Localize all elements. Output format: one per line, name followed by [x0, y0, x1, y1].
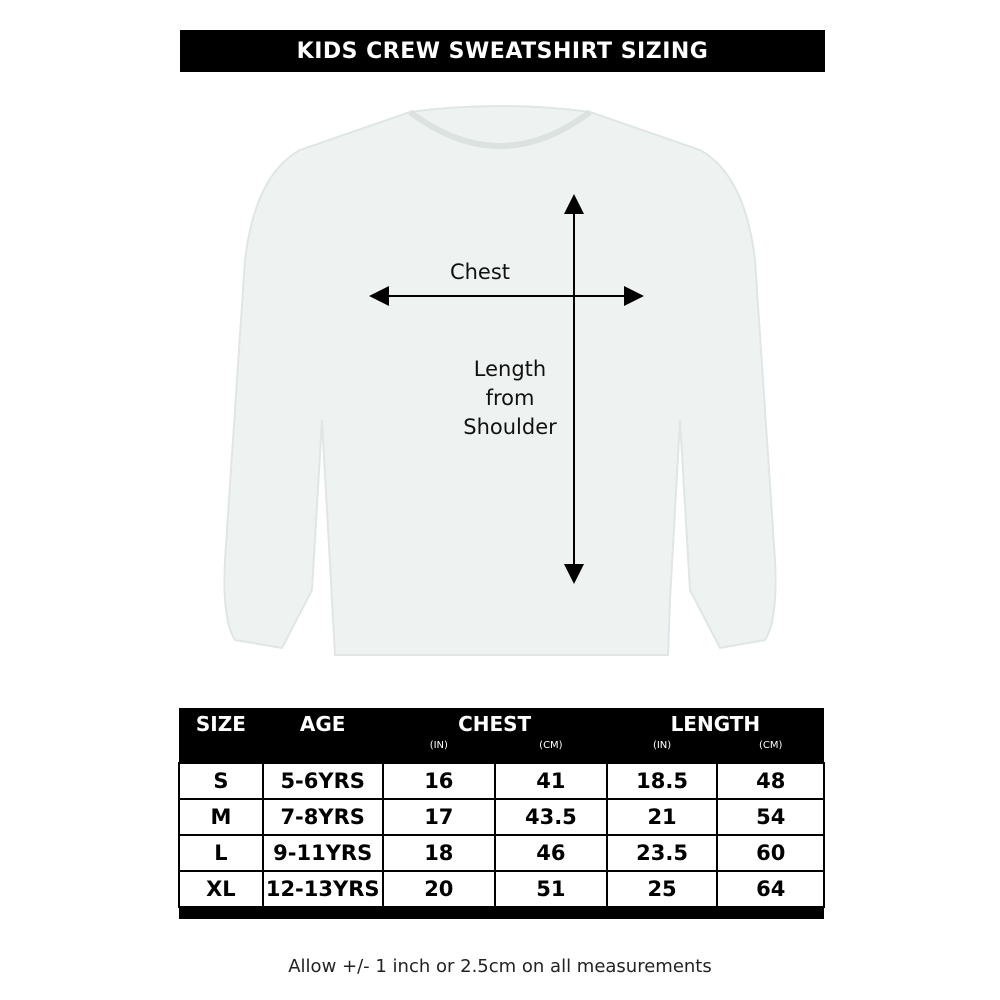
table-cell: 54: [716, 798, 825, 836]
unit-length-in: (IN): [606, 740, 718, 763]
table-cell: M: [178, 798, 264, 836]
table-cell: 17: [381, 798, 497, 836]
length-label-line: Length: [473, 357, 547, 381]
unit-chest-in: (IN): [382, 740, 496, 763]
header-chest: CHEST: [382, 708, 607, 740]
table-cell: 18: [381, 834, 497, 872]
table-cell: 43.5: [494, 798, 608, 836]
measurement-note: Allow +/- 1 inch or 2.5cm on all measure…: [288, 956, 712, 977]
sweatshirt-body: [223, 105, 777, 656]
table-cell: S: [178, 762, 264, 800]
table-cell: 60: [716, 834, 825, 872]
table-row: M 7-8YRS 17 43.5 21 54: [178, 798, 825, 836]
table-cell: 46: [494, 834, 608, 872]
table-cell: 7-8YRS: [261, 798, 384, 836]
table-cell: 41: [494, 762, 608, 800]
size-table: SIZE AGE CHEST LENGTH (IN) (CM) (IN) (CM…: [178, 708, 825, 919]
table-cell: 9-11YRS: [261, 834, 384, 872]
table-cell: 5-6YRS: [261, 762, 384, 800]
table-cell: 64: [716, 870, 825, 908]
sweatshirt-diagram: [223, 105, 777, 656]
header-length: LENGTH: [606, 708, 824, 740]
table-cell: 21: [605, 798, 719, 836]
table-row: L 9-11YRS 18 46 23.5 60: [178, 834, 825, 872]
length-label-line: from: [485, 386, 535, 410]
unit-chest-cm: (CM): [495, 740, 607, 763]
table-cell: 48: [716, 762, 825, 800]
collar: [408, 109, 592, 149]
length-label-line: Shoulder: [463, 415, 557, 439]
table-cell: 20: [381, 870, 497, 908]
header-size: SIZE: [179, 708, 263, 740]
header-age: AGE: [262, 708, 383, 740]
table-row: S 5-6YRS 16 41 18.5 48: [178, 762, 825, 800]
table-cell: 18.5: [605, 762, 719, 800]
length-label: Length from Shoulder: [440, 355, 580, 442]
page-title: KIDS CREW SWEATSHIRT SIZING: [180, 30, 825, 72]
chest-label: Chest: [449, 260, 511, 284]
table-cell: L: [178, 834, 264, 872]
table-row: XL 12-13YRS 20 51 25 64: [178, 870, 825, 908]
table-footer-bar: [179, 907, 824, 919]
table-cell: XL: [178, 870, 264, 908]
table-cell: 16: [381, 762, 497, 800]
table-cell: 51: [494, 870, 608, 908]
table-cell: 23.5: [605, 834, 719, 872]
unit-length-cm: (CM): [717, 740, 824, 763]
table-cell: 12-13YRS: [261, 870, 384, 908]
table-cell: 25: [605, 870, 719, 908]
